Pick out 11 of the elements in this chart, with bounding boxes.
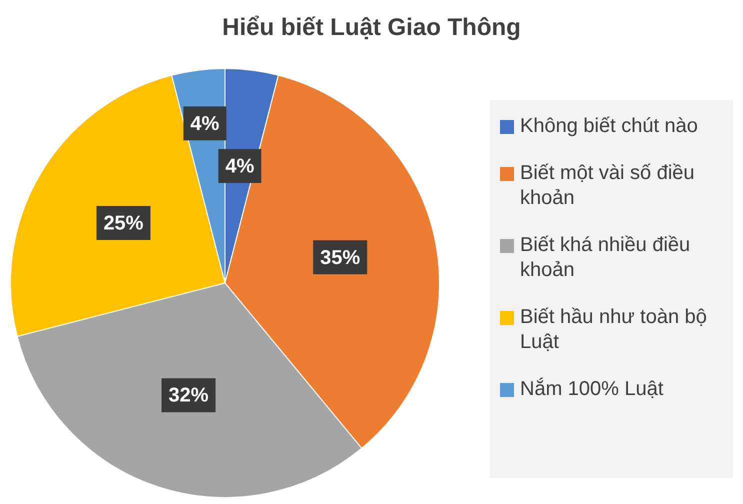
data-label: 25% bbox=[103, 212, 144, 234]
data-label: 4% bbox=[190, 112, 220, 135]
legend-label: Không biết chút nào bbox=[520, 114, 698, 139]
legend-label: Nắm 100% Luật bbox=[520, 377, 664, 402]
legend-label: Biết hầu như toàn bộ Luật bbox=[520, 305, 708, 355]
data-label: 4% bbox=[225, 155, 254, 178]
data-label: 32% bbox=[168, 384, 209, 407]
legend-label: Biết một vài số điều khoản bbox=[520, 161, 696, 211]
legend-label: Biết khá nhiều điều khoản bbox=[520, 233, 692, 283]
data-label: 35% bbox=[320, 246, 360, 269]
chart-title: Hiểu biết Luật Giao Thông bbox=[221, 14, 522, 42]
